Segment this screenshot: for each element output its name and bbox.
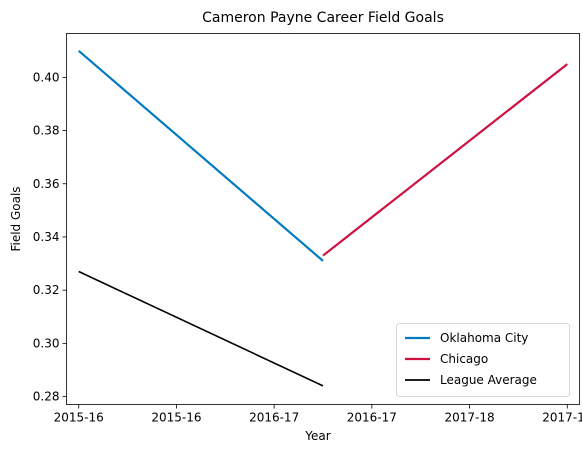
x-tick-label: 2015-16	[151, 411, 201, 425]
x-tick-label: 2015-16	[54, 411, 104, 425]
y-tick-label: 0.28	[33, 390, 60, 404]
y-tick-label: 0.32	[33, 283, 60, 297]
legend-label: Oklahoma City	[440, 331, 528, 345]
x-axis-label: Year	[304, 429, 330, 443]
legend-label: League Average	[440, 373, 537, 387]
x-axis: 2015-16 2015-16 2016-17 2016-17 2017-18 2017-…	[54, 405, 582, 425]
x-tick-label: 2017-18	[542, 411, 582, 425]
y-tick-label: 0.40	[33, 70, 60, 84]
x-tick-label: 2017-18	[445, 411, 495, 425]
legend: Oklahoma City Chicago League Average	[397, 324, 570, 397]
series-line-2	[323, 64, 567, 255]
chart-title: Cameron Payne Career Field Goals	[202, 10, 444, 26]
legend-label: Chicago	[440, 352, 488, 366]
y-axis: 0.28 0.30 0.32 0.34 0.36 0.38 0.40	[33, 70, 67, 403]
x-tick-label: 2016-17	[249, 411, 299, 425]
y-tick-label: 0.36	[33, 177, 60, 191]
series-line-3	[79, 272, 323, 386]
y-tick-label: 0.34	[33, 230, 60, 244]
x-tick-label: 2016-17	[347, 411, 397, 425]
y-tick-label: 0.38	[33, 124, 60, 138]
series-line-1	[79, 51, 323, 261]
y-axis-label: Field Goals	[9, 186, 23, 251]
y-tick-label: 0.30	[33, 336, 60, 350]
